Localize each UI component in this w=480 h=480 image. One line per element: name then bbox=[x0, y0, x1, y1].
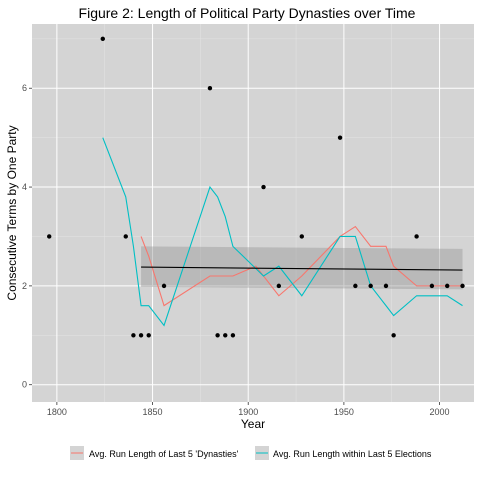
y-axis-title: Consecutive Terms by One Party bbox=[5, 125, 19, 300]
data-point bbox=[460, 283, 465, 289]
data-point bbox=[100, 36, 105, 42]
trend-confidence-band bbox=[141, 246, 463, 290]
data-point bbox=[230, 333, 236, 338]
data-point bbox=[47, 234, 52, 239]
trend-line bbox=[141, 266, 463, 271]
legend-label-dynasties: Avg. Run Length of Last 5 'Dynasties' bbox=[89, 449, 239, 459]
x-tick-label: 1900 bbox=[238, 407, 258, 417]
data-point bbox=[353, 283, 358, 289]
data-point bbox=[337, 135, 343, 140]
points-layer bbox=[47, 36, 465, 338]
data-point bbox=[383, 283, 389, 289]
data-point bbox=[261, 184, 266, 190]
trend-layer bbox=[141, 266, 463, 271]
x-tick-label: 2000 bbox=[430, 407, 450, 417]
data-point bbox=[414, 234, 419, 239]
x-tick-label: 1850 bbox=[143, 407, 163, 417]
data-point bbox=[368, 283, 373, 289]
data-point bbox=[429, 283, 435, 289]
gridlines bbox=[32, 24, 474, 402]
data-point bbox=[146, 333, 151, 338]
x-axis-ticks: 1800 1850 1900 1950 2000 bbox=[47, 402, 450, 417]
data-point bbox=[138, 333, 144, 338]
y-tick-label: 2 bbox=[22, 281, 27, 291]
legend: Avg. Run Length of Last 5 'Dynasties' Av… bbox=[70, 446, 432, 460]
y-tick-label: 4 bbox=[22, 182, 27, 192]
legend-label-elections: Avg. Run Length within Last 5 Elections bbox=[273, 449, 432, 459]
y-tick-label: 0 bbox=[22, 380, 27, 390]
data-point bbox=[131, 333, 136, 338]
y-axis-ticks: 0 2 4 6 bbox=[22, 83, 32, 390]
data-point bbox=[223, 333, 228, 338]
data-point bbox=[215, 333, 220, 338]
data-point bbox=[445, 283, 450, 289]
chart-title: Figure 2: Length of Political Party Dyna… bbox=[79, 5, 416, 21]
data-point bbox=[299, 234, 304, 239]
data-point bbox=[123, 234, 128, 239]
series-line-1 bbox=[102, 137, 463, 327]
x-axis-title: Year bbox=[241, 417, 265, 431]
data-point bbox=[161, 283, 167, 289]
confidence-band-layer bbox=[141, 246, 463, 290]
series-layer bbox=[102, 137, 463, 327]
y-tick-label: 6 bbox=[22, 83, 27, 93]
x-tick-label: 1950 bbox=[334, 407, 354, 417]
plot-panel bbox=[32, 24, 474, 402]
data-point bbox=[207, 86, 213, 91]
x-tick-label: 1800 bbox=[47, 407, 67, 417]
data-point bbox=[391, 333, 396, 338]
data-point bbox=[276, 283, 282, 289]
